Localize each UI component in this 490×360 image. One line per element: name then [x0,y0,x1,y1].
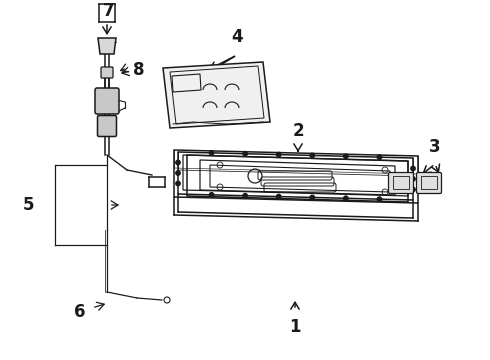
Circle shape [176,160,180,165]
Circle shape [411,166,415,171]
Text: 3: 3 [429,138,441,156]
Circle shape [343,196,348,201]
Text: 2: 2 [292,122,304,140]
Text: 8: 8 [133,61,145,79]
FancyBboxPatch shape [389,172,414,194]
Polygon shape [98,38,116,54]
Circle shape [411,187,415,192]
FancyBboxPatch shape [98,116,117,136]
Circle shape [276,194,281,199]
Text: 7: 7 [103,2,115,20]
Circle shape [411,177,415,181]
Circle shape [243,194,247,198]
Circle shape [377,155,382,159]
Text: 1: 1 [289,318,301,336]
Circle shape [176,171,180,175]
Circle shape [310,195,315,200]
Circle shape [276,152,281,157]
FancyBboxPatch shape [95,88,119,114]
Circle shape [176,181,180,186]
Text: 6: 6 [74,303,86,321]
Circle shape [243,152,247,156]
Text: 4: 4 [231,28,243,46]
Circle shape [377,197,382,201]
Circle shape [209,193,214,197]
Circle shape [209,150,214,155]
Circle shape [310,153,315,158]
FancyBboxPatch shape [101,67,113,78]
Polygon shape [163,62,270,128]
FancyBboxPatch shape [416,172,441,194]
Text: 5: 5 [22,196,34,214]
Circle shape [343,154,348,158]
